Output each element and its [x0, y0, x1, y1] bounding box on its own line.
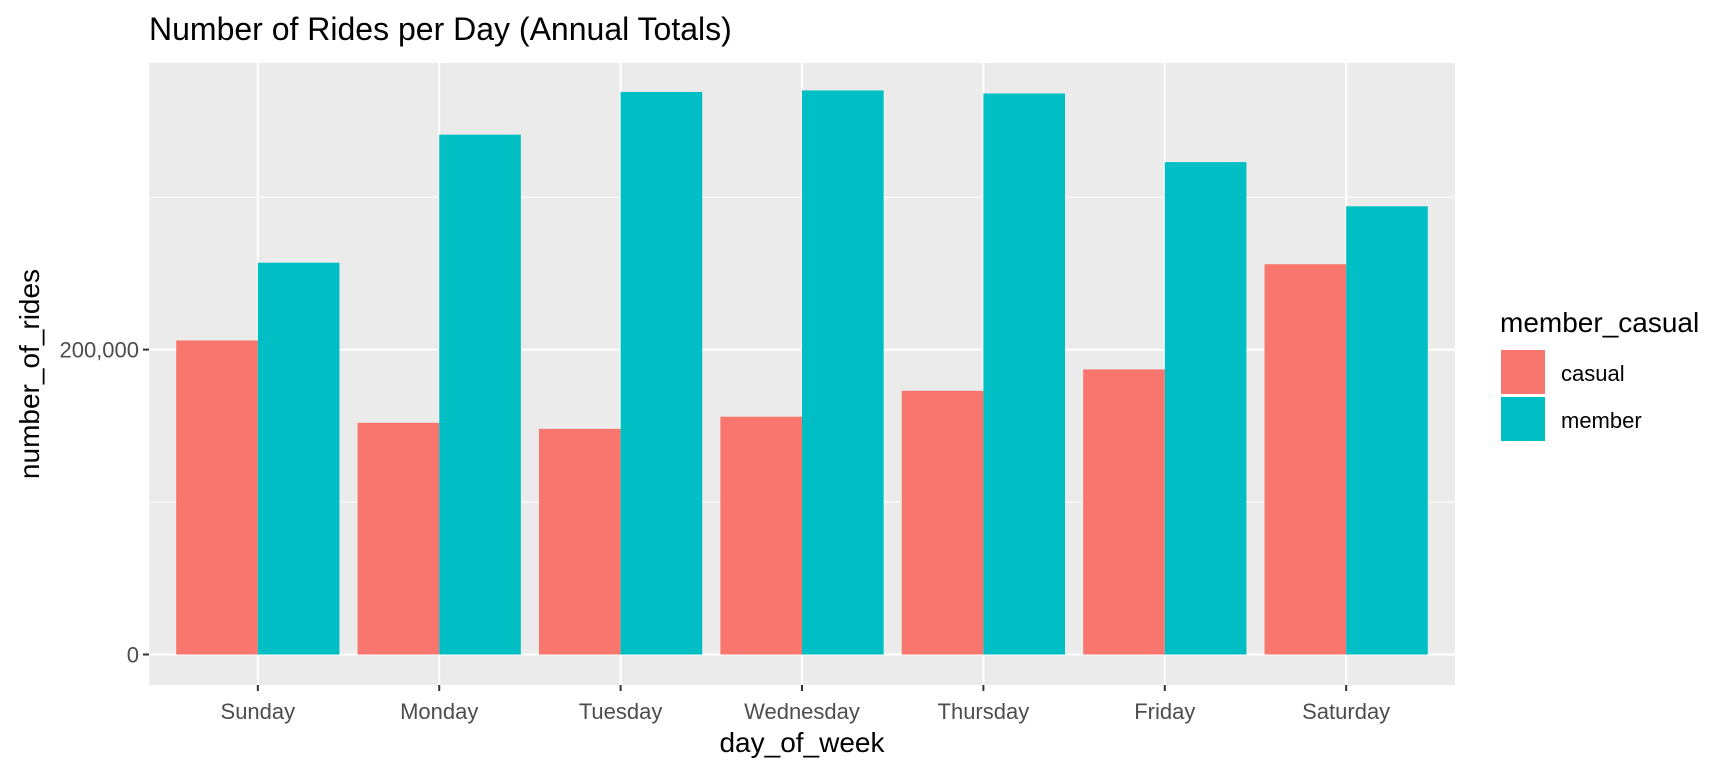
y-axis: 0 200,000 [59, 338, 149, 668]
bar-member-friday [1164, 162, 1247, 655]
legend-key-casual [1501, 350, 1545, 394]
bar-casual-thursday [901, 390, 984, 655]
y-tick-label: 200,000 [59, 338, 139, 363]
bar-member-thursday [983, 93, 1066, 655]
bar-member-monday [439, 134, 521, 655]
x-axis-title: day_of_week [719, 727, 885, 758]
bar-member-sunday [257, 262, 340, 655]
bar-casual-monday [357, 422, 440, 655]
chart-title: Number of Rides per Day (Annual Totals) [149, 11, 732, 47]
bar-casual-friday [1083, 369, 1165, 655]
legend: member_casual casual member [1500, 307, 1699, 441]
x-tick-label: Wednesday [744, 699, 860, 724]
legend-title: member_casual [1500, 307, 1699, 338]
y-tick-label: 0 [127, 643, 139, 668]
bar-member-tuesday [620, 91, 703, 655]
bar-casual-sunday [176, 340, 258, 655]
bar-casual-saturday [1264, 264, 1347, 655]
x-axis: Sunday Monday Tuesday Wednesday Thursday Frid… [221, 685, 1390, 724]
x-tick-label: Sunday [221, 699, 296, 724]
bar-casual-tuesday [538, 428, 621, 655]
bar-member-saturday [1346, 206, 1428, 655]
x-tick-label: Tuesday [579, 699, 663, 724]
legend-key-member [1501, 397, 1545, 441]
legend-label-member: member [1561, 408, 1642, 433]
bar-casual-wednesday [720, 416, 802, 655]
y-axis-title: number_of_rides [14, 269, 45, 479]
bars [176, 90, 1428, 655]
x-tick-label: Friday [1134, 699, 1195, 724]
legend-label-casual: casual [1561, 361, 1625, 386]
x-tick-label: Saturday [1302, 699, 1390, 724]
bar-member-wednesday [802, 90, 884, 655]
x-tick-label: Monday [400, 699, 478, 724]
x-tick-label: Thursday [938, 699, 1030, 724]
